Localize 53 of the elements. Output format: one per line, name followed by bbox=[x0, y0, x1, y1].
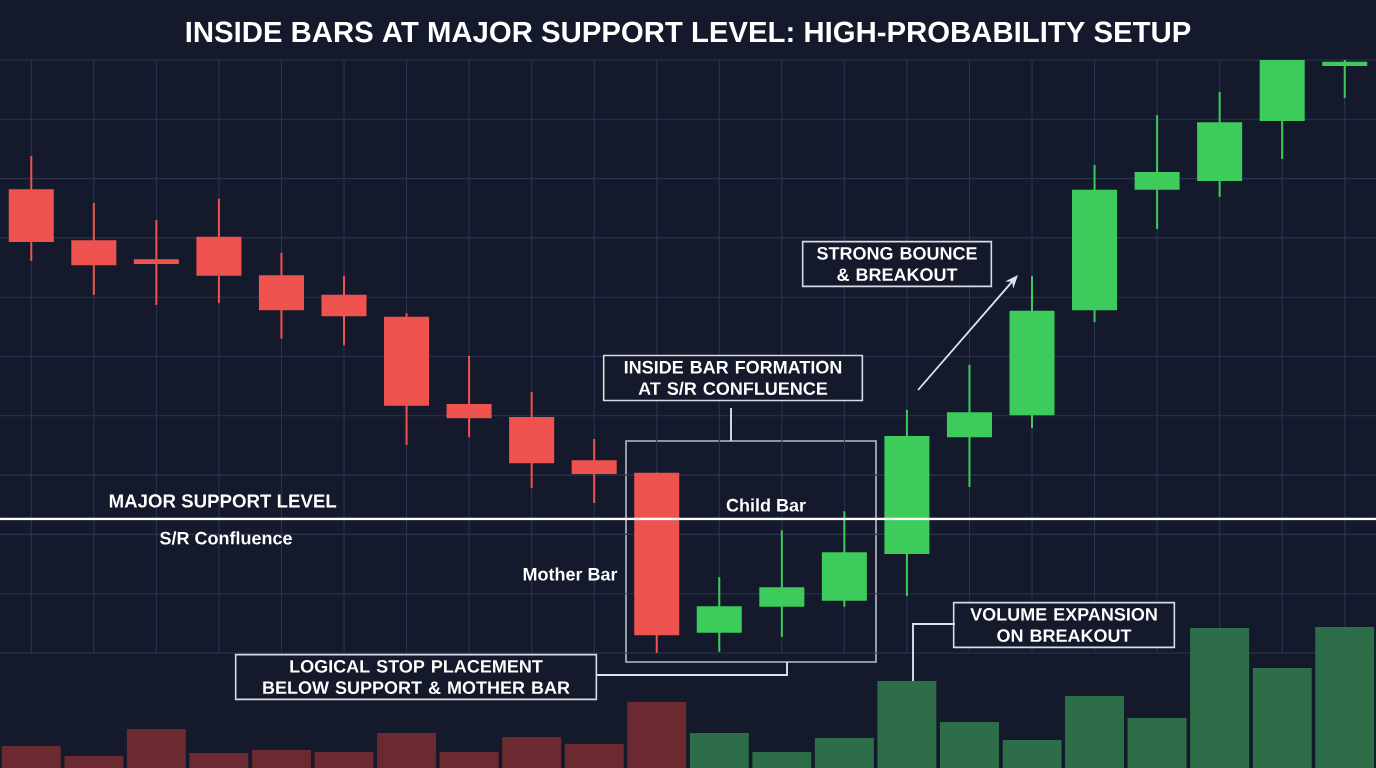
bar bbox=[1315, 627, 1375, 768]
candlestick bbox=[946, 363, 992, 488]
candlestick bbox=[71, 201, 117, 296]
ref-line-label: MAJOR SUPPORT LEVEL bbox=[109, 494, 337, 508]
bar bbox=[314, 752, 374, 768]
bar bbox=[627, 702, 687, 768]
candlestick bbox=[196, 197, 242, 305]
bar bbox=[689, 733, 749, 768]
candlestick bbox=[1197, 91, 1243, 198]
candlestick bbox=[821, 510, 867, 608]
annotation: Mother Bar bbox=[523, 567, 618, 581]
bar bbox=[189, 753, 249, 768]
annotation: LOGICAL STOP PLACEMENT BELOW SUPPORT & MOTHER BAR bbox=[263, 659, 570, 695]
bar bbox=[251, 749, 311, 768]
bar bbox=[1, 746, 61, 768]
candlestick bbox=[1259, 58, 1305, 161]
bar bbox=[564, 744, 624, 768]
candlestick bbox=[696, 576, 742, 653]
candlestick bbox=[634, 471, 680, 654]
bar bbox=[814, 737, 874, 768]
candlestick bbox=[1009, 274, 1055, 430]
chart-title: INSIDE BARS AT MAJOR SUPPORT LEVEL: HIGH-PROBABILITY SETUP bbox=[186, 21, 1191, 43]
candlestick bbox=[258, 251, 304, 340]
annotation: Child Bar bbox=[726, 498, 806, 512]
candlestick bbox=[759, 529, 805, 638]
bar bbox=[377, 733, 437, 768]
annotation: INSIDE BAR FORMATION AT S/R CONFLUENCE bbox=[624, 360, 842, 396]
bar bbox=[1127, 717, 1187, 768]
candlestick bbox=[384, 312, 430, 446]
bar bbox=[64, 756, 124, 768]
candlestick bbox=[321, 274, 367, 347]
bar bbox=[1190, 627, 1250, 768]
candlestick bbox=[446, 354, 492, 439]
bar bbox=[1252, 668, 1312, 768]
bar bbox=[939, 722, 999, 768]
annotation: STRONG BOUNCE & BREAKOUT bbox=[817, 246, 977, 282]
candlestick bbox=[133, 219, 179, 306]
bar bbox=[1002, 739, 1062, 768]
candlestick bbox=[1134, 114, 1180, 230]
bar bbox=[1065, 695, 1125, 768]
bar bbox=[752, 752, 812, 768]
bar bbox=[502, 736, 562, 768]
candlestick bbox=[509, 391, 555, 490]
candlestick bbox=[1072, 163, 1118, 324]
candlestick bbox=[1322, 58, 1368, 99]
bar bbox=[126, 728, 186, 768]
bar bbox=[877, 681, 937, 768]
candlestick bbox=[8, 155, 54, 263]
annotation: S/R Confluence bbox=[160, 531, 292, 545]
bar bbox=[439, 752, 499, 768]
candlestick bbox=[884, 408, 930, 598]
annotation: VOLUME EXPANSION ON BREAKOUT bbox=[970, 607, 1157, 643]
candlestick bbox=[571, 437, 617, 504]
